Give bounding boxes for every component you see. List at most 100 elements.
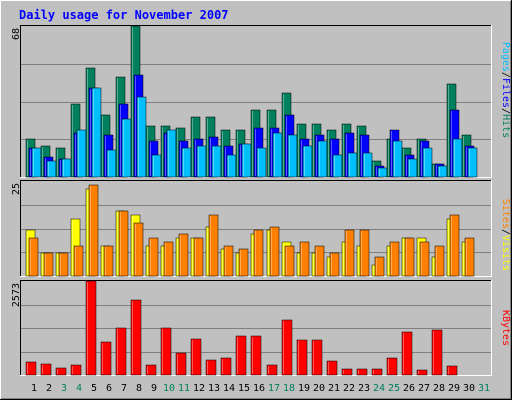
bar-highlight (289, 136, 290, 176)
bar-highlight (373, 266, 374, 275)
bar-highlight (135, 224, 136, 275)
bar-highlight (268, 111, 269, 176)
bar-highlight (349, 154, 350, 176)
bar-highlight (240, 145, 241, 176)
bar-highlight (195, 239, 196, 275)
bar-kbytes-day-23 (356, 368, 368, 376)
bar-highlight (183, 149, 184, 176)
bar-highlight (195, 140, 196, 176)
bar-highlight (391, 131, 392, 176)
bar-highlight (207, 361, 208, 374)
bar-highlight (271, 228, 272, 275)
bar-highlight (162, 329, 163, 374)
bar-highlight (448, 367, 449, 374)
bar-highlight (421, 142, 422, 176)
day-label-17: 17 (268, 383, 280, 394)
bar-highlight (225, 247, 226, 275)
bar-sites-day-15 (238, 248, 249, 277)
bar-highlight (418, 140, 419, 176)
bar-highlight (376, 167, 377, 176)
bar-highlight (27, 231, 28, 275)
bar-highlight (60, 160, 61, 176)
bar-highlight (192, 239, 193, 275)
bar-kbytes-day-9 (145, 364, 157, 376)
bar-highlight (207, 118, 208, 176)
bar-highlight (361, 136, 362, 176)
bar-highlight (418, 239, 419, 275)
bar-sites-day-7 (118, 210, 129, 277)
bar-highlight (75, 134, 76, 176)
bar-pages-day-30 (467, 147, 478, 178)
bar-highlight (78, 131, 79, 176)
day-label-7: 7 (121, 383, 127, 394)
bar-highlight (42, 365, 43, 374)
bar-highlight (433, 258, 434, 275)
day-label-31: 31 (478, 383, 490, 394)
bar-highlight (177, 354, 178, 374)
bar-kbytes-day-12 (190, 338, 202, 376)
bar-sites-day-23 (359, 229, 370, 277)
legend-0: Pages/Files/Hits (500, 42, 511, 138)
bar-highlight (132, 27, 133, 176)
legend-entry: / (500, 72, 511, 78)
bar-highlight (268, 231, 269, 275)
bar-highlight (409, 160, 410, 176)
day-label-11: 11 (178, 383, 190, 394)
bar-highlight (120, 105, 121, 176)
bar-highlight (222, 131, 223, 176)
bar-sites-day-30 (464, 237, 475, 277)
bar-sites-day-20 (314, 245, 325, 277)
bar-sites-day-4 (73, 245, 84, 277)
bar-highlight (72, 105, 73, 176)
bar-highlight (87, 190, 88, 275)
bar-highlight (406, 156, 407, 176)
bar-highlight (451, 216, 452, 275)
day-label-22: 22 (343, 383, 355, 394)
bar-highlight (331, 254, 332, 275)
bar-sites-day-6 (103, 245, 114, 277)
bar-highlight (90, 89, 91, 176)
bar-highlight (90, 186, 91, 275)
bar-kbytes-day-21 (326, 360, 338, 376)
day-label-5: 5 (91, 383, 97, 394)
bar-kbytes-day-13 (205, 359, 217, 376)
bar-highlight (228, 156, 229, 176)
bar-sites-day-9 (148, 237, 159, 277)
bar-highlight (237, 254, 238, 275)
day-label-14: 14 (223, 383, 235, 394)
bar-highlight (27, 363, 28, 374)
bar-kbytes-day-5 (85, 280, 97, 376)
day-label-30: 30 (463, 383, 475, 394)
bar-highlight (135, 76, 136, 176)
bar-highlight (123, 120, 124, 176)
bar-kbytes-day-16 (250, 335, 262, 376)
legend-entry: / (500, 108, 511, 114)
bar-kbytes-day-26 (401, 331, 413, 376)
bar-sites-day-16 (253, 229, 264, 277)
bar-highlight (132, 301, 133, 374)
bar-highlight (403, 239, 404, 275)
day-label-10: 10 (163, 383, 175, 394)
bar-highlight (132, 216, 133, 275)
bar-highlight (379, 169, 380, 176)
bar-highlight (283, 94, 284, 176)
bar-sites-day-2 (43, 252, 54, 277)
bar-highlight (301, 243, 302, 275)
bar-highlight (304, 147, 305, 176)
bar-highlight (454, 140, 455, 176)
day-label-13: 13 (208, 383, 220, 394)
bar-highlight (316, 247, 317, 275)
bar-highlight (72, 366, 73, 374)
bar-sites-day-11 (178, 233, 189, 277)
bar-highlight (388, 140, 389, 176)
day-label-25: 25 (388, 383, 400, 394)
panel-visits-sites: 25 (11, 180, 492, 277)
bar-highlight (177, 129, 178, 176)
bar-highlight (87, 282, 88, 374)
panel-kbytes: 2573 (11, 280, 492, 376)
bar-highlight (117, 78, 118, 176)
bar-highlight (150, 239, 151, 275)
bar-sites-day-19 (299, 241, 310, 277)
bar-highlight (403, 149, 404, 176)
bar-kbytes-day-11 (175, 352, 187, 376)
